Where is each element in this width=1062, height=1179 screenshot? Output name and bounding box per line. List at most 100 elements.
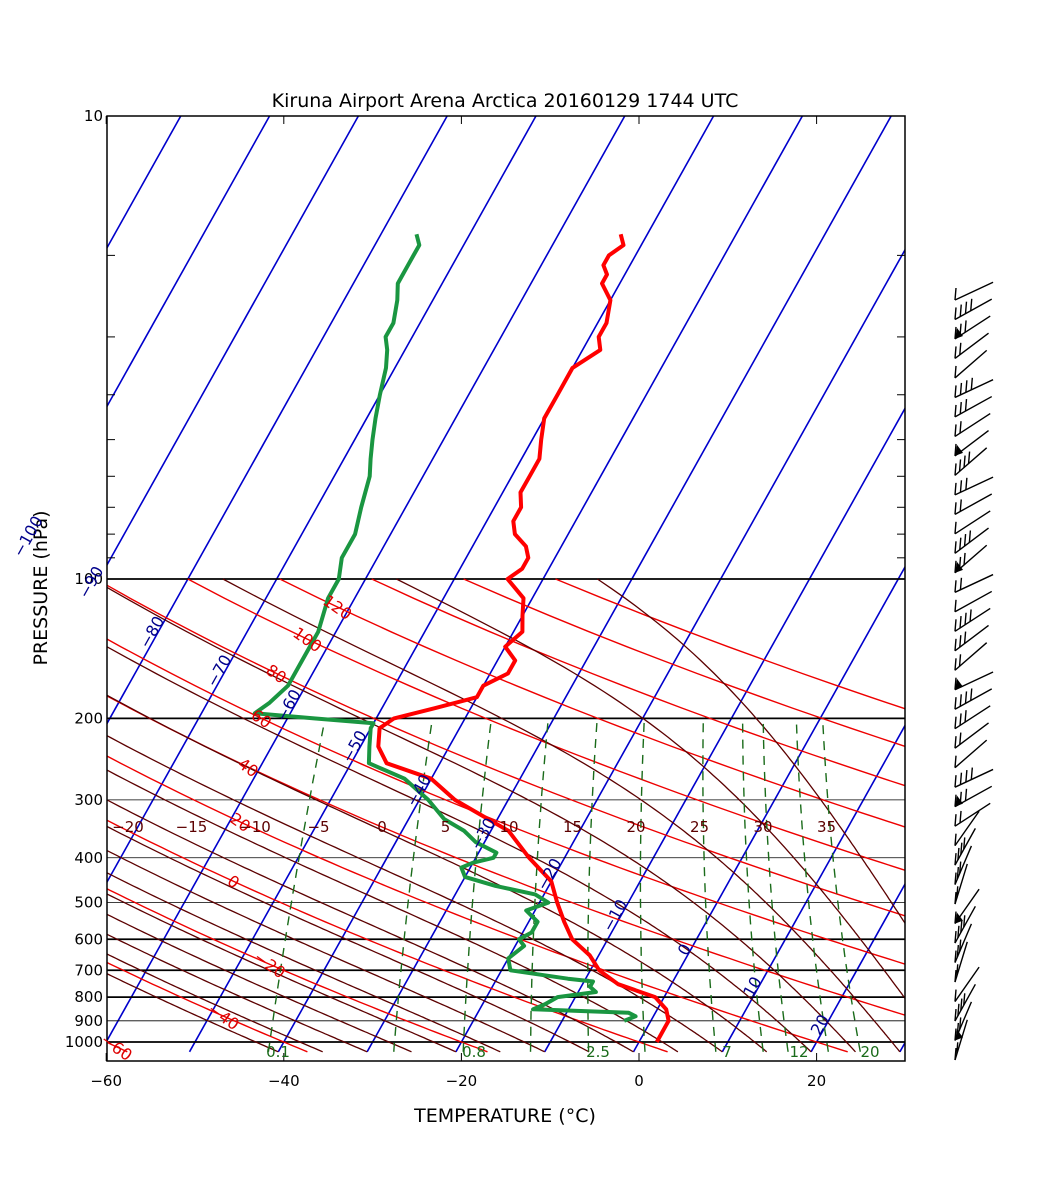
isotherm-line bbox=[632, 565, 905, 1053]
moist-adiabat-line bbox=[107, 825, 590, 1053]
dry-adiabat-line bbox=[107, 755, 848, 1053]
x-tick-label: −40 bbox=[268, 1072, 300, 1090]
wind-barb bbox=[954, 607, 991, 632]
wind-barb bbox=[954, 688, 993, 710]
pressure-label: 300 bbox=[74, 791, 103, 809]
mixing-ratio-line bbox=[821, 718, 861, 1052]
moist-adiabat-line bbox=[107, 734, 723, 1053]
moist-adiabat-label: 20 bbox=[626, 818, 645, 836]
moist-adiabat-label: 35 bbox=[817, 818, 836, 836]
wind-barb bbox=[954, 705, 991, 730]
moist-adiabat-label: 25 bbox=[690, 818, 709, 836]
moist-adiabat-label: 15 bbox=[563, 818, 582, 836]
dry-adiabat-label: 80 bbox=[262, 660, 290, 687]
pressure-label: 10 bbox=[84, 107, 103, 125]
isotherm-line bbox=[188, 116, 715, 1053]
moist-adiabat-label: −5 bbox=[307, 818, 329, 836]
wind-barb bbox=[954, 1001, 973, 1041]
wind-barb bbox=[954, 527, 989, 554]
moist-adiabat-label: 10 bbox=[499, 818, 518, 836]
dew_point-profile-line bbox=[252, 233, 638, 1023]
chart-title: Kiruna Airport Arena Arctica 20160129 17… bbox=[272, 90, 739, 112]
dry-adiabat-label: 40 bbox=[234, 754, 262, 781]
isotherm-line bbox=[899, 1041, 905, 1053]
moist-adiabat-line bbox=[107, 973, 279, 1053]
dry-adiabat-line bbox=[107, 888, 488, 1053]
plot-frame bbox=[106, 115, 906, 1062]
wind-barb bbox=[954, 510, 991, 535]
moist-adiabat-line bbox=[222, 578, 901, 1053]
mixing-ratio-label: 0.1 bbox=[266, 1043, 290, 1061]
isotherm-line bbox=[107, 116, 271, 408]
dry-adiabat-line bbox=[107, 1041, 128, 1053]
wind-barb bbox=[954, 298, 993, 321]
moist-adiabat-line bbox=[107, 769, 679, 1053]
moist-adiabat-line bbox=[107, 586, 856, 1053]
wind-barb bbox=[954, 377, 994, 399]
pressure-label: 900 bbox=[74, 1012, 103, 1030]
wind-barb bbox=[954, 281, 994, 301]
mixing-ratio-label: 12 bbox=[789, 1043, 808, 1061]
mixing-ratio-line bbox=[795, 718, 829, 1052]
wind-barb bbox=[954, 906, 976, 944]
pressure-label: 1000 bbox=[65, 1033, 103, 1051]
moist-adiabat-line bbox=[107, 646, 812, 1053]
wind-barb bbox=[954, 395, 993, 418]
dry-adiabat-line bbox=[555, 578, 905, 710]
mixing-ratio-label: 7 bbox=[722, 1043, 732, 1061]
wind-barb bbox=[954, 1019, 968, 1061]
wind-barb bbox=[954, 983, 976, 1022]
wind-barb bbox=[954, 966, 980, 1002]
isotherm-line bbox=[989, 116, 1062, 1052]
x-tick-label: −20 bbox=[446, 1072, 478, 1090]
wind-barb bbox=[954, 767, 994, 788]
wind-barb bbox=[954, 810, 980, 847]
wind-barb bbox=[954, 888, 980, 924]
isotherm-line bbox=[810, 882, 905, 1053]
mixing-ratio-line bbox=[702, 718, 717, 1052]
dry-adiabat-label: −40 bbox=[204, 999, 243, 1034]
dry-adiabat-label: 120 bbox=[319, 591, 355, 624]
wind-barb bbox=[954, 544, 988, 574]
pressure-label: 700 bbox=[74, 961, 103, 979]
wind-barb bbox=[954, 447, 988, 476]
wind-barb bbox=[954, 573, 994, 593]
mixing-ratio-label: 20 bbox=[860, 1043, 879, 1061]
x-tick-label: 0 bbox=[634, 1072, 644, 1090]
moist-adiabat-label: −20 bbox=[112, 818, 144, 836]
moist-adiabat-label: −15 bbox=[176, 818, 208, 836]
dry-adiabat-label: 60 bbox=[248, 705, 276, 732]
mixing-ratio-line bbox=[462, 718, 493, 1052]
dry-adiabat-line bbox=[107, 819, 668, 1053]
dry-adiabat-line bbox=[107, 695, 905, 1016]
isotherm-line bbox=[277, 116, 804, 1053]
wind-barb bbox=[954, 845, 973, 885]
dry-adiabat-line bbox=[279, 578, 905, 828]
wind-barb bbox=[954, 315, 991, 340]
moist-adiabat-line bbox=[107, 893, 457, 1053]
isotherm-line bbox=[544, 406, 905, 1053]
dry-adiabat-label: 0 bbox=[224, 871, 243, 892]
x-tick-label: 20 bbox=[807, 1072, 826, 1090]
moist-adiabat-line bbox=[107, 694, 768, 1053]
isotherm-label: −20 bbox=[533, 855, 566, 894]
dry-adiabat-label: −60 bbox=[97, 1030, 136, 1065]
moist-adiabat-label: 30 bbox=[753, 818, 772, 836]
moist-adiabat-line bbox=[107, 953, 323, 1053]
pressure-label: 400 bbox=[74, 849, 103, 867]
pressure-label: 800 bbox=[74, 988, 103, 1006]
pressure-label: 600 bbox=[74, 930, 103, 948]
mixing-ratio-label: 2.5 bbox=[586, 1043, 610, 1061]
wind-barb bbox=[954, 671, 994, 691]
dry-adiabat-line bbox=[371, 578, 905, 787]
y-axis-title: PRESSURE (hPa) bbox=[30, 510, 52, 665]
isotherm-label: 20 bbox=[807, 1011, 834, 1038]
isotherm-line bbox=[366, 116, 892, 1053]
moist-adiabat-label: −10 bbox=[239, 818, 271, 836]
wind-barb bbox=[954, 722, 989, 749]
plot-area bbox=[107, 116, 1062, 1053]
moist-adiabat-line bbox=[107, 872, 501, 1053]
pressure-label: 100 bbox=[74, 570, 103, 588]
wind-barb bbox=[954, 941, 968, 983]
